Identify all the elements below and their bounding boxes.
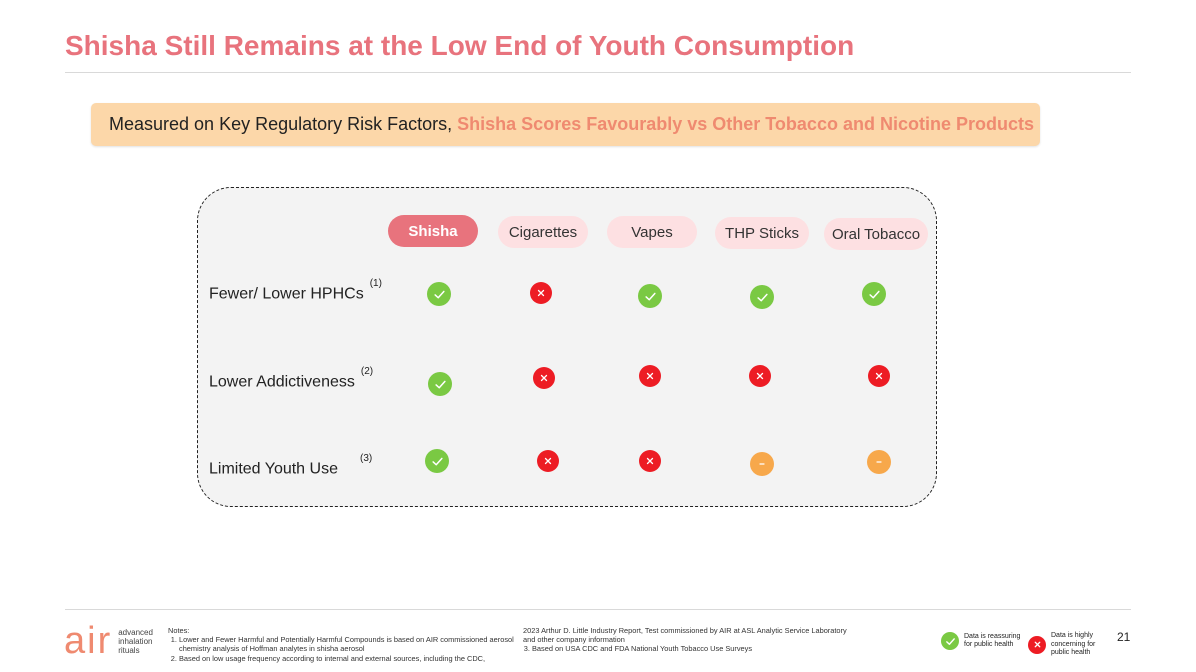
cross-circle-icon: [533, 367, 555, 389]
check-circle-icon: [941, 632, 959, 650]
column-header-thp-sticks: THP Sticks: [715, 217, 809, 249]
column-header-cigarettes: Cigarettes: [498, 216, 588, 248]
footnote-2: Based on low usage frequency according t…: [179, 654, 514, 663]
cross-circle-icon: [639, 365, 661, 387]
check-circle-icon: [638, 284, 662, 308]
row-label-text: Fewer/ Lower HPHCs: [209, 285, 364, 303]
logo-tagline: advanced inhalation rituals: [118, 628, 153, 655]
check-circle-icon: [425, 449, 449, 473]
company-logo: air advanced inhalation rituals: [64, 622, 153, 660]
check-circle-icon: [862, 282, 886, 306]
footnotes: Notes: Lower and Fewer Harmful and Poten…: [168, 626, 514, 663]
row-label-3: Limited Youth Use (3): [209, 453, 372, 478]
check-circle-icon: [427, 282, 451, 306]
row-label-text: Lower Addictiveness: [209, 373, 355, 391]
column-header-vapes: Vapes: [607, 216, 697, 248]
banner-highlight: Shisha Scores Favourably vs Other Tobacc…: [457, 114, 1034, 134]
legend-concerning-text: Data is highly concerning for public hea…: [1051, 632, 1096, 656]
row-label-1: Fewer/ Lower HPHCs (1): [209, 278, 382, 303]
legend-reassuring-text: Data is reassuring for public health: [964, 632, 1021, 649]
footer-divider: [65, 609, 1131, 610]
row-footnote-ref: (1): [369, 278, 382, 289]
row-label-2: Lower Addictiveness (2): [209, 366, 373, 391]
logo-line-3: rituals: [118, 645, 140, 655]
check-circle-icon: [750, 285, 774, 309]
logo-line-2: inhalation: [118, 636, 153, 646]
cross-circle-icon: [868, 365, 890, 387]
row-footnote-ref: (3): [359, 453, 373, 464]
banner-prefix: Measured on Key Regulatory Risk Factors,: [109, 114, 458, 134]
dash-circle-icon: [750, 452, 774, 476]
page-number: 21: [1117, 630, 1131, 644]
cross-circle-icon: [639, 450, 661, 472]
footnote-2-continued: 2023 Arthur D. Little Industry Report, T…: [523, 626, 847, 645]
logo-line-1: advanced: [118, 627, 153, 637]
cross-circle-icon: [1028, 635, 1046, 654]
key-message-banner: Measured on Key Regulatory Risk Factors,…: [91, 103, 1040, 146]
dash-circle-icon: [867, 450, 891, 474]
footnote-1: Lower and Fewer Harmful and Potentially …: [179, 635, 514, 653]
logo-wordmark: air: [64, 620, 113, 662]
column-header-shisha: Shisha: [388, 215, 478, 247]
cross-circle-icon: [749, 365, 771, 387]
row-footnote-ref: (2): [360, 366, 374, 377]
check-circle-icon: [428, 372, 452, 396]
legend-reassuring: Data is reassuring for public health: [941, 632, 1022, 650]
cross-circle-icon: [537, 450, 559, 472]
cross-circle-icon: [530, 282, 552, 304]
row-label-text: Limited Youth Use: [209, 460, 338, 478]
banner-text: Measured on Key Regulatory Risk Factors,…: [109, 114, 1034, 135]
column-header-oral-tobacco: Oral Tobacco: [824, 218, 928, 250]
footnotes-continued: 2023 Arthur D. Little Industry Report, T…: [521, 626, 851, 654]
legend-concerning: Data is highly concerning for public hea…: [1028, 632, 1101, 658]
slide-title: Shisha Still Remains at the Low End of Y…: [65, 30, 855, 61]
footnote-3: Based on USA CDC and FDA National Youth …: [532, 644, 851, 653]
title-divider: [65, 72, 1131, 73]
notes-heading: Notes:: [168, 626, 190, 635]
